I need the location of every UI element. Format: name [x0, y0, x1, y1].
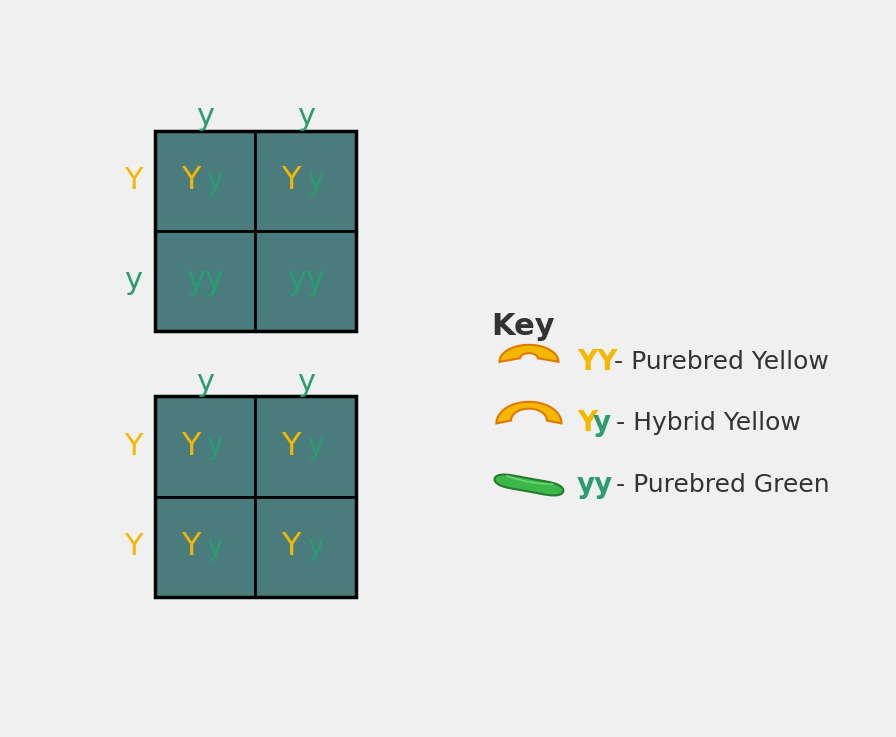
Polygon shape [496, 402, 562, 423]
Text: Y: Y [181, 165, 201, 196]
Text: y: y [592, 409, 611, 437]
Text: y: y [207, 433, 223, 461]
Text: yy: yy [287, 265, 324, 296]
Text: Y: Y [281, 431, 301, 462]
Text: Y: Y [181, 431, 201, 462]
Bar [155, 397, 356, 597]
Bar [155, 130, 356, 331]
Text: y: y [307, 533, 323, 561]
Bar [255, 397, 356, 497]
Bar [155, 497, 255, 597]
Bar [255, 231, 356, 331]
Text: Y: Y [281, 531, 301, 562]
Text: y: y [207, 533, 223, 561]
Text: y: y [196, 368, 214, 397]
Text: - Hybrid Yellow: - Hybrid Yellow [608, 411, 801, 436]
Text: yy: yy [186, 265, 224, 296]
Bar [255, 130, 356, 231]
Text: y: y [307, 167, 323, 195]
Polygon shape [495, 475, 564, 495]
Text: Y: Y [577, 409, 598, 437]
Polygon shape [499, 345, 558, 362]
Text: Y: Y [124, 432, 142, 461]
Bar [155, 397, 255, 497]
Bar [155, 231, 255, 331]
Text: Y: Y [181, 531, 201, 562]
Text: y: y [207, 167, 223, 195]
Text: Y: Y [281, 165, 301, 196]
Text: y: y [297, 102, 314, 131]
Text: Key: Key [492, 312, 556, 340]
Text: - Purebred Yellow: - Purebred Yellow [607, 350, 830, 374]
Text: y: y [196, 102, 214, 131]
Text: Y: Y [124, 532, 142, 561]
Text: YY: YY [577, 348, 617, 376]
Text: Y: Y [124, 167, 142, 195]
Bar [155, 130, 255, 231]
Text: y: y [297, 368, 314, 397]
Text: - Purebred Green: - Purebred Green [608, 473, 830, 497]
Text: y: y [307, 433, 323, 461]
Text: yy: yy [577, 471, 613, 499]
Text: y: y [124, 267, 142, 296]
Bar [255, 497, 356, 597]
